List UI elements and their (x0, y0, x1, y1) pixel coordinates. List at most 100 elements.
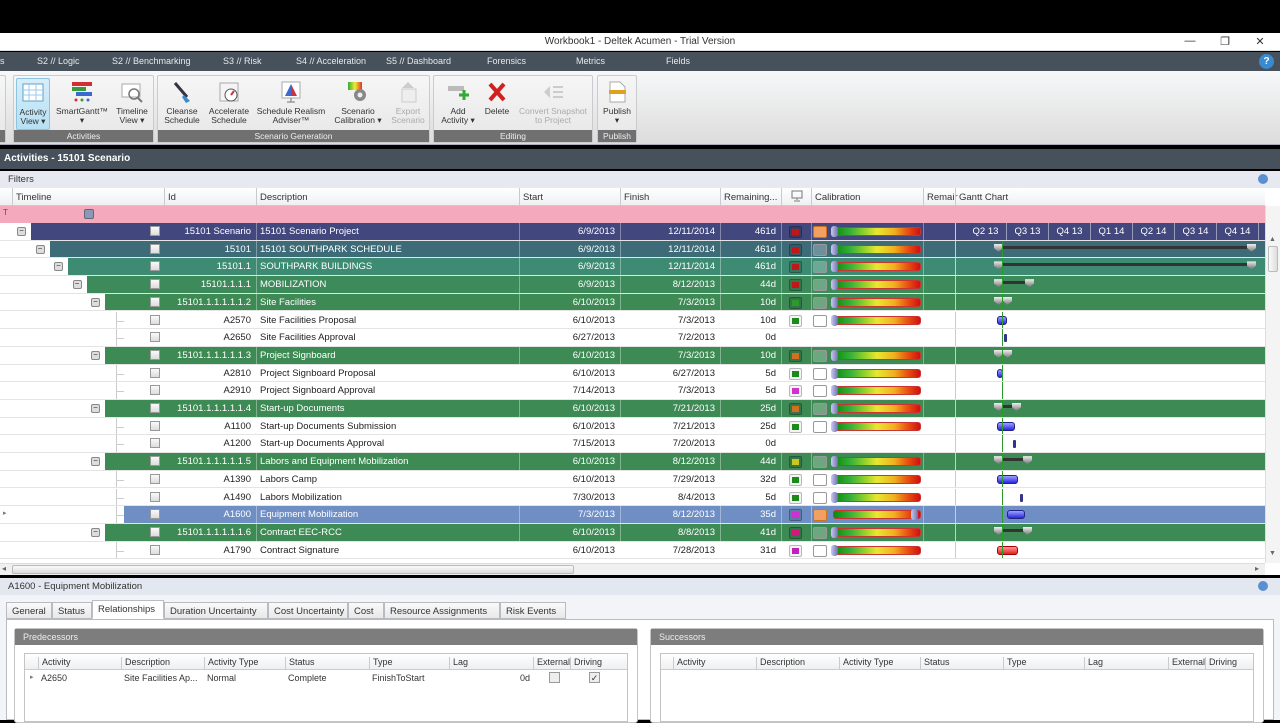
activity-view-button[interactable]: Activity View ▾ (16, 78, 50, 130)
menu-tab-s2-benchmarking[interactable]: S2 // Benchmarking (112, 56, 191, 66)
col-start[interactable]: Start (523, 192, 544, 203)
wbs-row[interactable]: − 15101 15101 SOUTHPARK SCHEDULE 6/9/2013 12… (0, 240, 1265, 259)
wbs-row[interactable]: − 15101.1 SOUTHPARK BUILDINGS 6/9/2013 12/11… (0, 258, 1265, 277)
row-checkbox[interactable] (150, 243, 160, 254)
gantt-summary-bar[interactable] (998, 263, 1251, 267)
tab-cost-uncertainty[interactable]: Cost Uncertainty (268, 602, 348, 619)
calibration-slider[interactable] (833, 262, 921, 272)
gantt-summary-bar[interactable] (998, 281, 1029, 285)
calibration-slider[interactable] (833, 386, 921, 396)
row-checkbox[interactable] (150, 544, 160, 555)
row-checkbox[interactable] (150, 491, 160, 502)
col-driving[interactable]: Driving (570, 657, 602, 669)
calibration-slider[interactable] (833, 457, 921, 467)
cleanse-schedule-button[interactable]: Cleanse Schedule (160, 78, 204, 125)
menu-tab-partial[interactable]: s (0, 56, 5, 66)
export-scenario-button[interactable]: Export Scenario (388, 78, 428, 125)
collapse-toggle-icon[interactable]: − (91, 527, 100, 537)
calibration-slider[interactable] (833, 297, 921, 307)
tab-general[interactable]: General (6, 602, 52, 619)
calibration-slider-knob[interactable] (831, 279, 838, 291)
smartgantt-button[interactable]: SmartGantt™ ▾ (54, 78, 110, 125)
calibration-slider[interactable] (833, 421, 921, 431)
filter-row[interactable]: T (0, 206, 1265, 223)
status-monitor-icon[interactable] (789, 403, 802, 415)
lock-open-icon[interactable] (813, 420, 827, 433)
vertical-scrollbar[interactable]: ▲ ▼ (1265, 206, 1280, 563)
lock-open-icon[interactable] (813, 279, 827, 292)
row-checkbox[interactable] (150, 473, 160, 484)
close-button[interactable]: ✕ (1255, 36, 1265, 48)
row-checkbox[interactable] (150, 456, 160, 467)
calibration-slider-knob[interactable] (831, 296, 838, 308)
calibration-slider-knob[interactable] (831, 385, 838, 397)
collapse-toggle-icon[interactable]: − (91, 457, 100, 467)
tab-cost[interactable]: Cost (348, 602, 384, 619)
menu-tab-s2-logic[interactable]: S2 // Logic (37, 56, 80, 66)
lock-open-icon[interactable] (813, 296, 827, 309)
col-remaining[interactable]: Remaining... (724, 192, 778, 203)
detail-collapse-icon[interactable] (1258, 581, 1268, 591)
status-monitor-icon[interactable] (789, 367, 802, 380)
collapse-toggle-icon[interactable]: − (72, 280, 82, 290)
col-activity[interactable]: Activity (38, 657, 71, 669)
col-lag[interactable]: Lag (449, 657, 468, 669)
gantt-milestone[interactable] (1020, 493, 1023, 502)
help-icon[interactable]: ? (1259, 54, 1274, 69)
col-timeline[interactable]: Timeline (16, 192, 52, 203)
row-checkbox[interactable] (150, 314, 160, 325)
col-status[interactable]: Status (285, 657, 315, 669)
row-checkbox[interactable] (150, 385, 160, 396)
row-checkbox[interactable] (150, 526, 160, 537)
gantt-summary-bar[interactable] (998, 458, 1027, 462)
add-activity-button[interactable]: Add Activity ▾ (438, 78, 478, 125)
calibration-slider-knob[interactable] (831, 314, 838, 326)
calibration-slider-knob[interactable] (831, 473, 838, 485)
activity-row[interactable]: A1600 Equipment Mobilization 7/3/2013 8/12/… (0, 506, 1265, 524)
col-external[interactable]: External (1168, 657, 1205, 669)
status-monitor-icon[interactable] (789, 261, 802, 274)
col-activity-type[interactable]: Activity Type (204, 657, 258, 669)
calibration-slider[interactable] (833, 280, 921, 290)
calibration-slider[interactable] (833, 315, 921, 325)
status-monitor-icon[interactable] (789, 473, 802, 486)
calibration-slider-knob[interactable] (831, 367, 838, 379)
calibration-slider-knob[interactable] (831, 403, 838, 414)
lock-open-icon[interactable] (813, 544, 827, 557)
wbs-row[interactable]: − 15101.1.1.1.1.1.3 Project Signboard 6/10/… (0, 346, 1265, 365)
lock-open-icon[interactable] (813, 314, 827, 327)
timeline-view-button[interactable]: Timeline View ▾ (112, 78, 152, 125)
wbs-row[interactable]: − 15101 Scenario 15101 Scenario Project 6/9… (0, 223, 1265, 241)
calibration-slider-knob[interactable] (831, 526, 838, 538)
row-checkbox[interactable] (150, 367, 160, 378)
wbs-row[interactable]: − 15101.1.1.1.1.1.5 Labors and Equipment M… (0, 453, 1265, 471)
calibration-slider-knob[interactable] (831, 243, 838, 255)
calibration-slider-knob[interactable] (831, 456, 838, 468)
calibration-slider-knob[interactable] (831, 544, 838, 556)
horizontal-scrollbar[interactable]: ◂ ▸ (0, 563, 1265, 575)
col-status[interactable]: Status (920, 657, 950, 669)
lock-open-icon[interactable] (813, 456, 827, 469)
scenario-calibration-button[interactable]: Scenario Calibration ▾ (330, 78, 386, 125)
status-monitor-icon[interactable] (789, 456, 802, 469)
activity-row[interactable]: A2910 Project Signboard Approval 7/14/2013… (0, 382, 1265, 400)
status-monitor-icon[interactable] (789, 544, 802, 557)
row-checkbox[interactable] (150, 261, 160, 272)
col-remaining-2[interactable]: Remair (927, 192, 958, 203)
gantt-milestone[interactable] (1004, 334, 1007, 343)
calibration-slider[interactable] (833, 350, 921, 360)
lock-open-icon[interactable] (813, 243, 827, 256)
calibration-slider[interactable] (833, 474, 921, 484)
status-monitor-icon[interactable] (789, 296, 802, 309)
col-type[interactable]: Type (1003, 657, 1027, 669)
wbs-row[interactable]: − 15101.1.1.1.1.1.2 Site Facilities 6/10/20… (0, 293, 1265, 312)
lock-closed-icon[interactable] (813, 226, 827, 238)
monitor-col-icon[interactable] (791, 190, 803, 205)
row-checkbox[interactable] (150, 332, 160, 343)
status-monitor-icon[interactable] (789, 243, 802, 256)
gantt-summary-bar[interactable] (998, 528, 1027, 532)
tab-relationships[interactable]: Relationships (92, 600, 164, 619)
col-finish[interactable]: Finish (624, 192, 650, 203)
row-checkbox[interactable] (150, 420, 160, 431)
tab-risk-events[interactable]: Risk Events (500, 602, 566, 619)
